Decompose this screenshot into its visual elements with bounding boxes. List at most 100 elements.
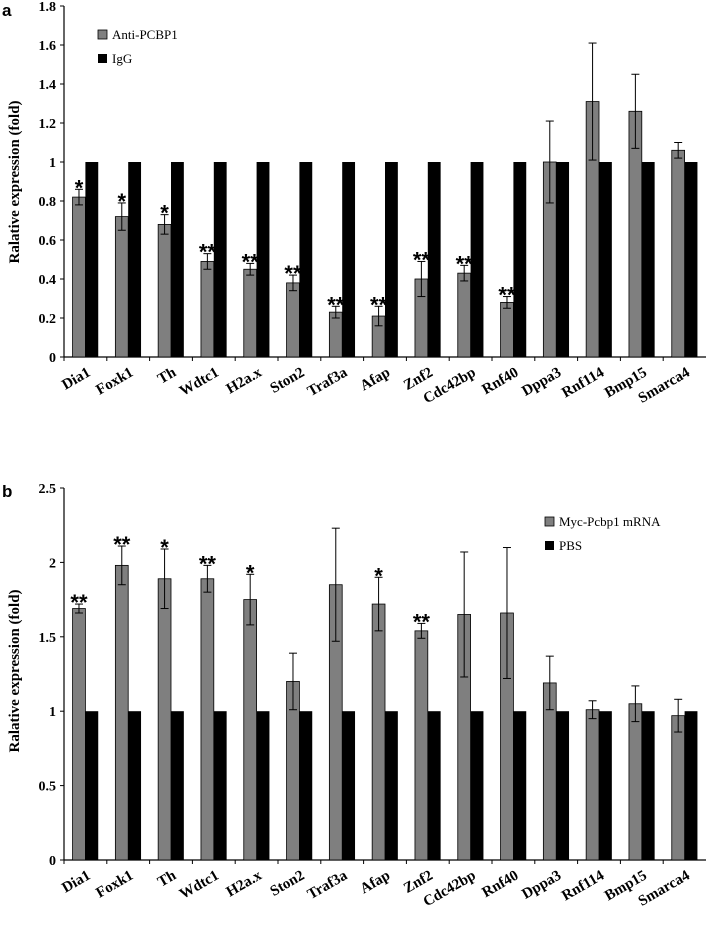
- panel-b-bar-pbs: [599, 711, 612, 860]
- panel-a-category-label: Rnf40: [479, 365, 521, 398]
- panel-b-legend-swatch-myc-pcbp1: [544, 516, 555, 527]
- panel-b-chart: b Ralative expression (fold) Myc-Pcbp1 m…: [2, 482, 706, 910]
- panel-a-significance-marker: **: [456, 251, 474, 276]
- panel-b-bar-pbs: [385, 711, 398, 860]
- panel-a-bar-igg: [256, 162, 270, 357]
- panel-a-significance-marker: **: [199, 240, 217, 265]
- panel-b-bar-pbs: [128, 711, 142, 860]
- panel-b-significance-marker: *: [160, 535, 169, 560]
- panel-a-category-label: Foxk1: [94, 365, 137, 399]
- panel-a-bar-igg: [599, 162, 612, 357]
- panel-a-bar-anti-pcbp1: [457, 272, 472, 358]
- panel-b-bar-myc-pcbp1-mrna: [414, 630, 429, 861]
- panel-a-bar-anti-pcbp1: [286, 282, 300, 358]
- panel-a-significance-marker: **: [327, 292, 345, 317]
- panel-a-y-tick-label: 1.4: [39, 78, 57, 93]
- panel-b-significance-marker: **: [199, 551, 217, 576]
- panel-b-y-tick-label: 0.5: [39, 780, 57, 795]
- panel-b-category-label: Traf3a: [305, 867, 351, 903]
- panel-a-bar-anti-pcbp1: [500, 301, 514, 358]
- panel-a-bar-anti-pcbp1: [200, 261, 215, 358]
- panel-a-bar-anti-pcbp1: [157, 223, 172, 358]
- panel-b-category-label: Ston2: [268, 868, 308, 900]
- panel-a-bar-igg: [213, 162, 227, 357]
- panel-b-bar-pbs: [85, 711, 99, 860]
- panel-b-y-tick-label: 0: [49, 854, 56, 869]
- panel-a-y-tick-label: 1: [49, 156, 56, 171]
- panel-b-label: b: [2, 482, 12, 501]
- panel-a-bar-anti-pcbp1: [243, 268, 257, 358]
- panel-a-category-label: Afap: [358, 365, 393, 395]
- panel-a-bar-igg: [556, 162, 570, 357]
- panel-b-significance-marker: **: [413, 609, 431, 634]
- panel-a-bar-igg: [513, 162, 527, 357]
- panel-b-category-label: Wdtc1: [177, 868, 222, 903]
- panel-b-legend: Myc-Pcbp1 mRNA PBS: [544, 514, 661, 553]
- panel-a-legend: Anti-PCBP1 IgG: [97, 27, 178, 66]
- panel-a-bar-igg: [470, 162, 484, 357]
- panel-b-bar-myc-pcbp1-mrna: [243, 599, 257, 861]
- panel-b-significance-marker: *: [374, 563, 383, 588]
- panel-b-bar-pbs: [427, 711, 441, 860]
- panel-b-bar-pbs: [342, 711, 356, 860]
- panel-a-bar-igg: [684, 162, 698, 357]
- panel-a-significance-marker: *: [160, 201, 169, 226]
- panel-a-y-tick-label: 0.2: [39, 312, 57, 327]
- panel-b-category-label: Dppa3: [519, 868, 564, 903]
- panel-b-bar-myc-pcbp1-mrna: [585, 709, 600, 861]
- panel-a-bar-anti-pcbp1: [328, 311, 343, 358]
- panel-a-y-tick-label: 0.6: [39, 234, 57, 249]
- panel-a-category-label: Traf3a: [305, 364, 351, 400]
- panel-a-bar-igg: [299, 162, 313, 357]
- panel-b-category-label: Afap: [358, 868, 393, 898]
- panel-a-category-label: Rnf114: [559, 364, 607, 401]
- panel-a-bar-igg: [641, 162, 655, 357]
- panel-a-category-label: Dia1: [59, 365, 93, 394]
- panel-a-y-tick-label: 1.2: [39, 117, 57, 132]
- panel-a-category-label: Wdtc1: [177, 365, 222, 400]
- panel-a-label: a: [2, 1, 12, 20]
- panel-a-chart: a Ralative expression (fold) Anti-PCBP1 …: [2, 0, 706, 407]
- panel-a-category-label: Dppa3: [519, 365, 564, 400]
- panel-b-bar-myc-pcbp1-mrna: [628, 703, 643, 861]
- panel-a-bar-anti-pcbp1: [671, 149, 686, 358]
- panel-b-bar-pbs: [556, 711, 570, 860]
- panel-b-y-tick-label: 2: [49, 556, 56, 571]
- panel-b-bar-myc-pcbp1-mrna: [114, 564, 129, 861]
- panel-a-y-tick-label: 0.4: [39, 273, 57, 288]
- panel-b-bar-pbs: [513, 711, 527, 860]
- panel-a-bar-igg: [342, 162, 356, 357]
- panel-a-bar-igg: [427, 162, 441, 357]
- panel-a-y-axis-label: Ralative expression (fold): [7, 100, 23, 263]
- panel-a-y-tick-label: 0: [49, 351, 56, 366]
- panel-b-significance-marker: **: [113, 532, 131, 557]
- panel-b-y-tick-label: 1.5: [39, 631, 57, 646]
- panel-b-bar-myc-pcbp1-mrna: [200, 578, 215, 861]
- panel-a-legend-swatch-igg: [98, 54, 107, 63]
- panel-b-bar-pbs: [171, 711, 184, 860]
- panel-b-category-label: Th: [155, 867, 179, 890]
- panel-a-bar-igg: [385, 162, 398, 357]
- panel-b-category-label: Foxk1: [94, 868, 137, 902]
- panel-b-bar-myc-pcbp1-mrna: [157, 578, 172, 861]
- panel-a-category-label: Ston2: [268, 365, 308, 397]
- panel-b-category-label: H2a.x: [224, 867, 265, 900]
- panel-a-significance-marker: **: [284, 261, 302, 286]
- panel-a-y-tick-label: 1.8: [39, 0, 57, 15]
- panel-a-plot-area: 0 0.2 0.4 0.6 0.8 1 1.2 1.4 1.6 1.8 Dia1 Foxk1 ThWdt…: [39, 0, 706, 407]
- panel-a-significance-marker: *: [75, 175, 84, 200]
- panel-b-significance-marker: *: [246, 560, 255, 585]
- panel-b-bar-myc-pcbp1-mrna: [671, 715, 686, 861]
- panel-b-y-axis-label: Ralative expression (fold): [7, 589, 23, 752]
- panel-a-legend-label-anti-pcbp1: Anti-PCBP1: [112, 27, 178, 42]
- panel-b-significance-marker: **: [70, 590, 88, 615]
- panel-b-legend-swatch-pbs: [545, 541, 554, 550]
- panel-a-y-tick-label: 1.6: [39, 39, 57, 54]
- panel-b-category-label: Dia1: [59, 868, 93, 897]
- panel-b-y-tick-label: 1: [49, 705, 56, 720]
- panel-a-bar-anti-pcbp1: [72, 196, 86, 358]
- panel-b-legend-label-pbs: PBS: [559, 538, 582, 553]
- panel-a-y-tick-label: 0.8: [39, 195, 57, 210]
